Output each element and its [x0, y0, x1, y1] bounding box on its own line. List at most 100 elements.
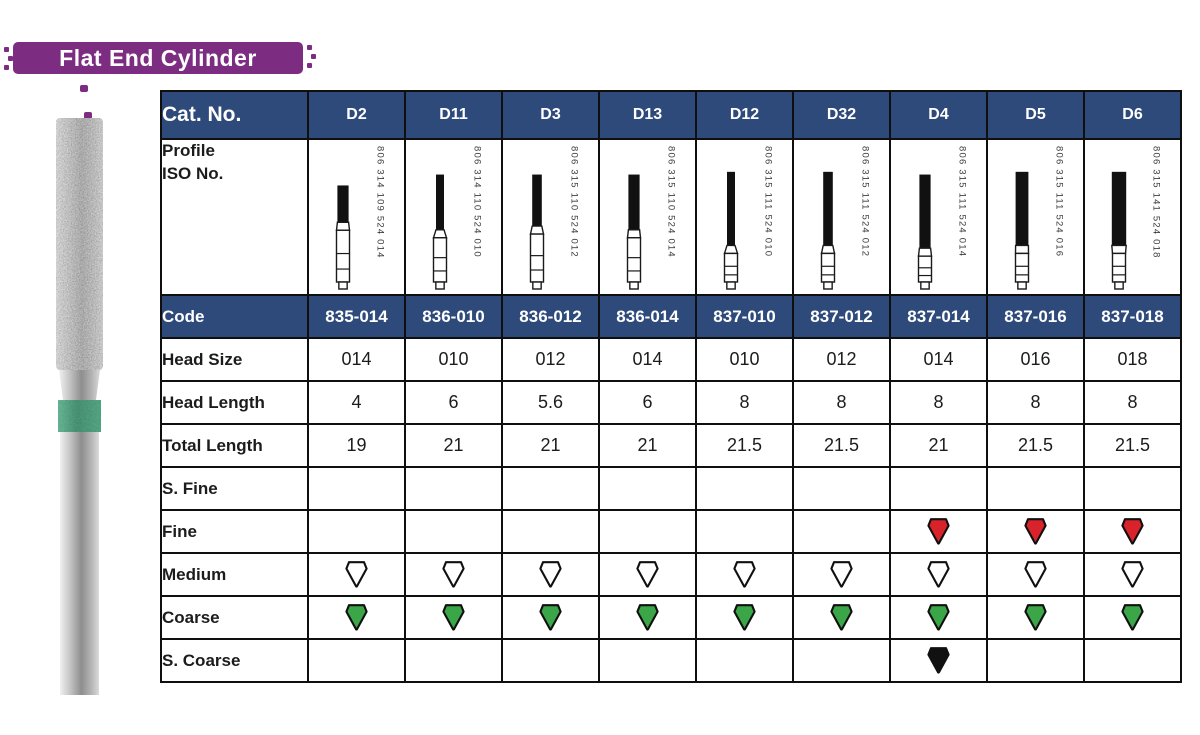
- total_length-value: 21.5: [986, 423, 1085, 468]
- s_coarse-grit-cell: [598, 638, 697, 683]
- bur-profile-icon: [529, 174, 544, 290]
- head_length-value: 6: [598, 380, 697, 425]
- profile-cell: 806 315 110 524 012: [501, 138, 600, 296]
- grit-drop-icon: [927, 647, 950, 674]
- code-cell: 835-014: [307, 294, 406, 339]
- bur-neck: [59, 370, 100, 400]
- grit-drop-icon: [1121, 604, 1144, 631]
- head_size-value: 012: [792, 337, 891, 382]
- coarse-grit-cell: [307, 595, 406, 640]
- s_fine-grit-cell: [986, 466, 1085, 511]
- head-size-row: Head Size 014 010 012 014 010 012 014 016 018: [160, 337, 1182, 382]
- fine-row: Fine: [160, 509, 1182, 554]
- code-row: Code 835-014 836-010 836-012 836-014 837-010…: [160, 294, 1182, 339]
- coarse-grit-cell: [1083, 595, 1182, 640]
- medium-grit-cell: [598, 552, 697, 597]
- head_length-value: 8: [695, 380, 794, 425]
- section-title-badge: Flat End Cylinder: [13, 42, 303, 74]
- medium-grit-cell: [307, 552, 406, 597]
- profile-label: Profile: [162, 141, 215, 160]
- column-header-d5: D5: [986, 90, 1085, 140]
- s-fine-row: S. Fine: [160, 466, 1182, 511]
- coarse-grit-cell: [792, 595, 891, 640]
- s_coarse-grit-cell: [986, 638, 1085, 683]
- iso-number: 806 314 109 524 014: [374, 145, 386, 259]
- total_length-value: 21.5: [1083, 423, 1182, 468]
- section-title: Flat End Cylinder: [59, 44, 257, 71]
- bur-shank: [60, 432, 99, 695]
- total_length-value: 21: [501, 423, 600, 468]
- s_fine-grit-cell: [501, 466, 600, 511]
- head_size-value: 012: [501, 337, 600, 382]
- head_size-value: 010: [404, 337, 503, 382]
- code-cell: 836-010: [404, 294, 503, 339]
- head-size-label: Head Size: [160, 337, 309, 382]
- iso-number: 806 315 111 524 012: [859, 145, 871, 257]
- bur-profile-icon: [626, 174, 641, 290]
- s_fine-grit-cell: [404, 466, 503, 511]
- bur-profile-icon: [820, 171, 835, 290]
- grit-drop-icon: [636, 604, 659, 631]
- iso-number: 806 315 111 524 014: [956, 145, 968, 257]
- fine-grit-cell: [1083, 509, 1182, 554]
- coarse-row: Coarse: [160, 595, 1182, 640]
- s_fine-grit-cell: [889, 466, 988, 511]
- s_coarse-grit-cell: [307, 638, 406, 683]
- medium-grit-cell: [501, 552, 600, 597]
- grit-drop-icon: [733, 561, 756, 588]
- coarse-grit-cell: [598, 595, 697, 640]
- head_length-value: 5.6: [501, 380, 600, 425]
- s-coarse-label: S. Coarse: [160, 638, 309, 683]
- column-header-d12: D12: [695, 90, 794, 140]
- fine-grit-cell: [695, 509, 794, 554]
- grit-drop-icon: [345, 604, 368, 631]
- head_length-value: 8: [986, 380, 1085, 425]
- iso-number: 806 314 110 524 010: [471, 145, 483, 258]
- s-coarse-row: S. Coarse: [160, 638, 1182, 683]
- total-length-row: Total Length 19 21 21 21 21.5 21.5 21 21.5 21.5: [160, 423, 1182, 468]
- profile-cell: 806 315 111 524 012: [792, 138, 891, 296]
- badge-decoration-left: [4, 47, 9, 52]
- fine-grit-cell: [501, 509, 600, 554]
- profile-cell: 806 315 110 524 014: [598, 138, 697, 296]
- profile-row-label: Profile ISO No.: [160, 138, 309, 296]
- profile-cell: 806 315 141 524 018: [1083, 138, 1182, 296]
- head_length-value: 4: [307, 380, 406, 425]
- head_length-value: 8: [792, 380, 891, 425]
- head-length-row: Head Length 4 6 5.6 6 8 8 8 8 8: [160, 380, 1182, 425]
- code-cell: 836-014: [598, 294, 697, 339]
- fine-grit-cell: [404, 509, 503, 554]
- profile-cell: 806 315 111 524 014: [889, 138, 988, 296]
- code-cell: 837-018: [1083, 294, 1182, 339]
- total_length-value: 21: [889, 423, 988, 468]
- s_coarse-grit-cell: [1083, 638, 1182, 683]
- medium-grit-cell: [404, 552, 503, 597]
- bur-profile-icon: [335, 184, 350, 290]
- code-cell: 837-016: [986, 294, 1085, 339]
- code-row-label: Code: [160, 294, 309, 339]
- purple-dot: [84, 112, 92, 119]
- grit-drop-icon: [927, 604, 950, 631]
- column-header-d32: D32: [792, 90, 891, 140]
- grit-drop-icon: [442, 561, 465, 588]
- iso-number: 806 315 111 524 016: [1053, 145, 1065, 257]
- s_coarse-grit-cell: [695, 638, 794, 683]
- fine-grit-cell: [792, 509, 891, 554]
- head_length-value: 8: [1083, 380, 1182, 425]
- iso-number: 806 315 110 524 014: [665, 145, 677, 258]
- code-cell: 836-012: [501, 294, 600, 339]
- grit-drop-icon: [927, 518, 950, 545]
- s_coarse-grit-cell: [501, 638, 600, 683]
- total_length-value: 19: [307, 423, 406, 468]
- head-length-label: Head Length: [160, 380, 309, 425]
- grit-drop-icon: [442, 604, 465, 631]
- column-header-d3: D3: [501, 90, 600, 140]
- profile-cell: 806 315 111 524 010: [695, 138, 794, 296]
- grit-drop-icon: [927, 561, 950, 588]
- grit-drop-icon: [1121, 561, 1144, 588]
- grit-drop-icon: [1024, 604, 1047, 631]
- medium-grit-cell: [695, 552, 794, 597]
- fine-label: Fine: [160, 509, 309, 554]
- purple-dot: [80, 85, 88, 92]
- grit-drop-icon: [345, 561, 368, 588]
